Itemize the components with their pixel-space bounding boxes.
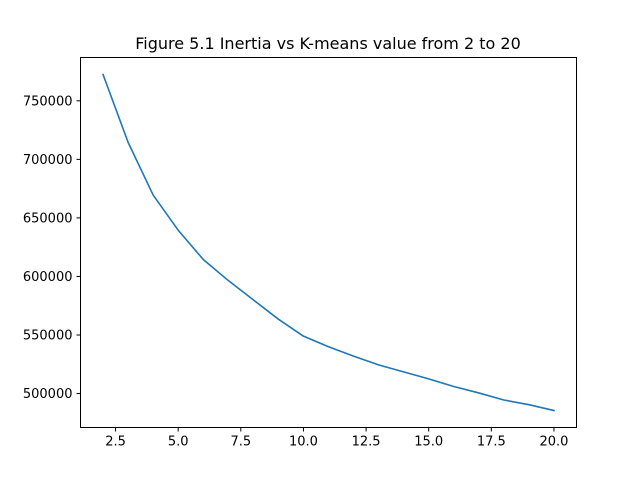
y-tick-label: 500000 [23, 387, 73, 402]
x-tick-label: 15.0 [414, 435, 443, 450]
series-line-1 [102, 73, 555, 412]
x-tick-label: 10.0 [289, 435, 318, 450]
y-tick-label: 750000 [23, 94, 73, 109]
chart-title: Figure 5.1 Inertia vs K-means value from… [135, 34, 521, 53]
y-tick-label: 550000 [23, 329, 73, 344]
y-tick-label: 650000 [23, 211, 73, 226]
plot-frame [80, 57, 577, 428]
x-tick-label: 12.5 [352, 435, 381, 450]
x-tick-label: 17.5 [477, 435, 506, 450]
plot-area [102, 73, 555, 412]
y-tick-label: 700000 [23, 153, 73, 168]
x-tick-label: 2.5 [105, 435, 126, 450]
y-axis: 500000 550000 600000 650000 700000 750000 [23, 94, 81, 402]
x-tick-label: 5.0 [168, 435, 189, 450]
x-axis: 2.5 5.0 7.5 10.0 12.5 15.0 17.5 20.0 [105, 427, 568, 450]
x-tick-label: 7.5 [230, 435, 251, 450]
y-tick-label: 600000 [23, 270, 73, 285]
x-tick-label: 20.0 [539, 435, 568, 450]
